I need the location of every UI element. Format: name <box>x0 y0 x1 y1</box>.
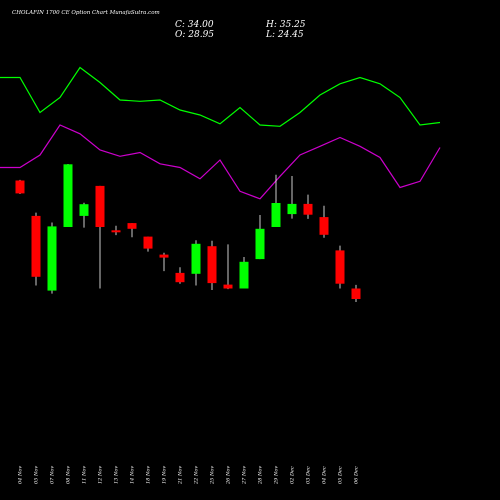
x-tick-label: 03 Dec <box>306 466 312 484</box>
candle <box>319 205 329 238</box>
candle <box>95 185 105 289</box>
candle-body-down <box>207 246 217 284</box>
x-tick-label: 28 Nov <box>258 466 264 485</box>
candle-body-down <box>95 185 105 227</box>
candle <box>47 222 57 294</box>
x-tick-label: 04 Dec <box>322 466 328 484</box>
low-value: L: 24.45 <box>265 30 304 40</box>
candle-body-up <box>191 243 201 274</box>
x-tick-label: 26 Nov <box>226 466 232 485</box>
candle-body-down <box>175 272 185 283</box>
chart-title: CHOLAFIN 1700 CE Option Chart MunafaSutr… <box>12 10 160 16</box>
candle-body-down <box>15 180 25 194</box>
candle <box>351 284 361 302</box>
x-tick-label: 21 Nov <box>178 466 184 485</box>
x-tick-label: 25 Nov <box>210 466 216 485</box>
upper-green-line <box>0 66 441 127</box>
candle <box>63 164 73 227</box>
candle <box>271 174 281 227</box>
candle <box>255 215 265 260</box>
candle-body-up <box>63 164 73 227</box>
x-tick-label: 22 Nov <box>194 466 200 485</box>
candle-body-down <box>303 203 313 215</box>
candle <box>111 225 121 236</box>
high-value: H: 35.25 <box>265 20 306 30</box>
x-tick-label: 04 Nov <box>18 466 24 484</box>
candle <box>175 267 185 284</box>
candle <box>239 257 249 289</box>
x-tick-label: 07 Nov <box>50 466 56 484</box>
candle-body-down <box>159 254 169 258</box>
x-axis-tick-labels: 04 Nov 05 Nov 07 Nov 08 Nov 11 Nov 12 Nov 13 N… <box>18 466 360 485</box>
candle <box>335 245 345 289</box>
x-tick-label: 14 Nov <box>130 466 136 484</box>
candle <box>31 212 41 286</box>
candle-body-up <box>79 204 89 216</box>
x-tick-label: 18 Nov <box>146 466 152 484</box>
candle-body-up <box>287 203 297 215</box>
candle <box>159 252 169 272</box>
candle-body-up <box>255 228 265 260</box>
x-tick-label: 11 Nov <box>82 466 88 484</box>
candle-body-down <box>351 288 361 299</box>
candle <box>303 194 313 219</box>
candle <box>15 179 25 194</box>
candlestick-series <box>15 164 361 302</box>
candle-body-down <box>111 230 121 233</box>
candle-body-up <box>271 203 281 227</box>
close-value: C: 34.00 <box>175 20 214 30</box>
candle <box>287 176 297 219</box>
candle-body-up <box>239 261 249 289</box>
lower-magenta-line <box>0 124 441 200</box>
x-tick-label: 29 Nov <box>274 466 280 485</box>
candle <box>191 240 201 286</box>
candle-body-down <box>319 217 329 235</box>
candle-body-up <box>47 226 57 291</box>
candle-body-down <box>335 250 345 284</box>
candle-body-down <box>31 215 41 277</box>
candle <box>207 240 217 290</box>
upper-indicator-lines <box>0 66 441 200</box>
x-tick-label: 13 Nov <box>114 466 120 484</box>
x-tick-label: 05 Nov <box>34 466 40 484</box>
candle <box>127 223 137 238</box>
candle-body-down <box>223 284 233 289</box>
x-tick-label: 06 Dec <box>354 466 360 484</box>
open-value: O: 28.95 <box>175 30 214 40</box>
candle <box>143 236 153 252</box>
candle <box>79 202 89 228</box>
x-tick-label: 12 Nov <box>98 466 104 484</box>
x-tick-label: 05 Dec <box>338 466 344 484</box>
x-tick-label: 02 Dec <box>290 466 296 484</box>
x-tick-label: 19 Nov <box>162 466 168 484</box>
x-tick-label: 08 Nov <box>66 466 72 484</box>
x-tick-label: 27 Nov <box>242 466 248 485</box>
candle <box>223 244 233 290</box>
candle-body-down <box>143 236 153 249</box>
candle-body-down <box>127 223 137 229</box>
